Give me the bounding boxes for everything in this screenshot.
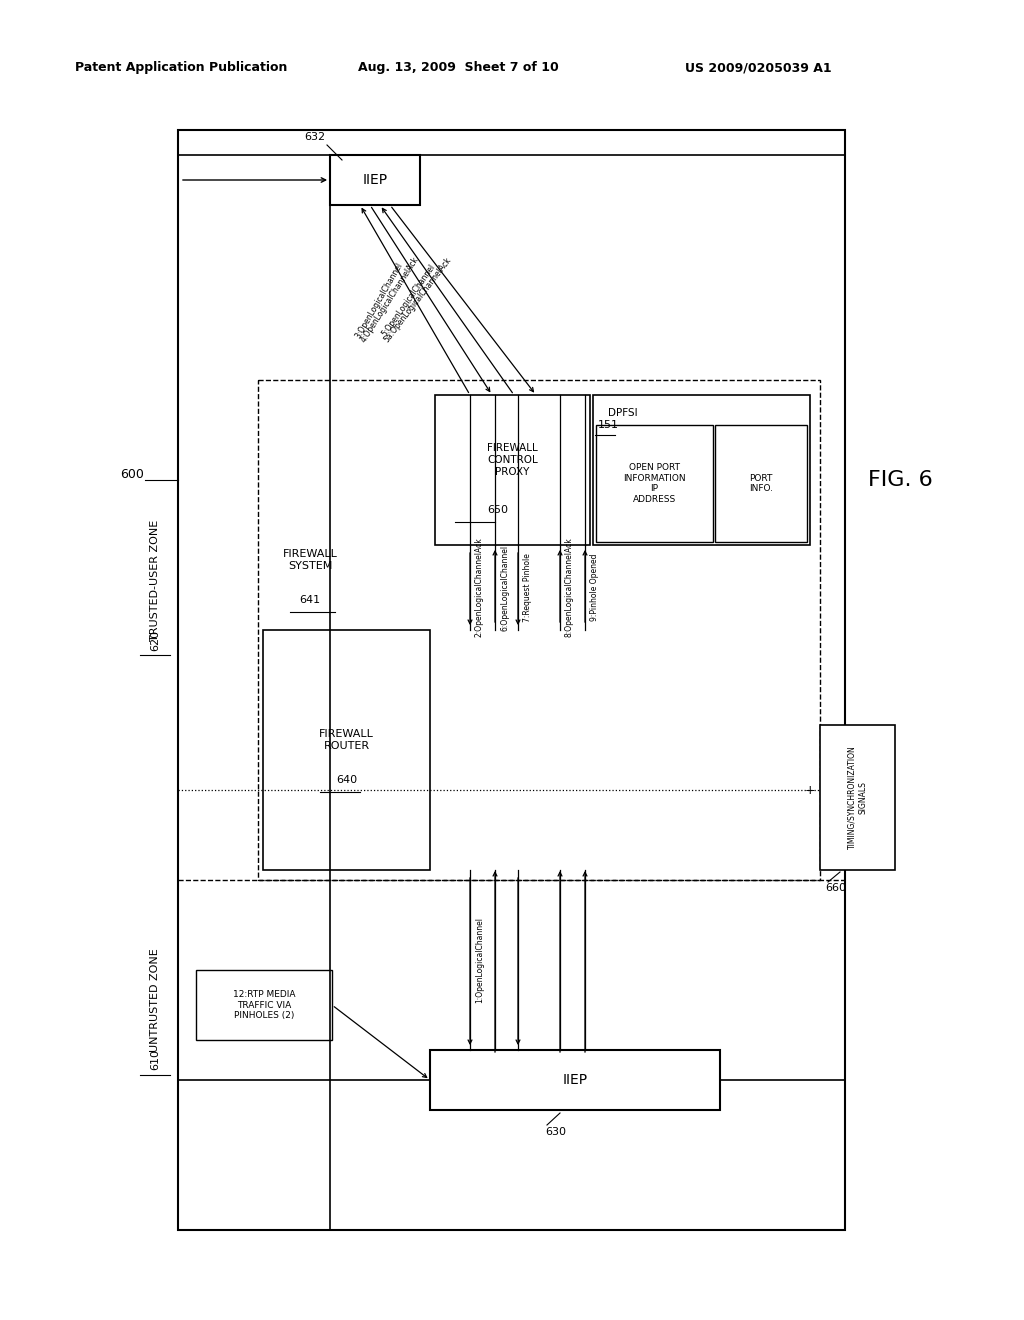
Bar [178,129,845,1230]
Text: FIG. 6: FIG. 6 [867,470,933,490]
Text: OPEN PORT
INFORMATION
IP
ADDRESS: OPEN PORT INFORMATION IP ADDRESS [624,463,686,504]
Text: 8:OpenLogicalChannelAck: 8:OpenLogicalChannelAck [565,537,574,638]
Text: 1:OpenLogicalChannel: 1:OpenLogicalChannel [475,917,484,1003]
Bar [820,725,895,870]
Text: TRUSTED-USER ZONE: TRUSTED-USER ZONE [150,519,160,640]
Text: 5:OpenLogicalChannel: 5:OpenLogicalChannel [380,263,437,338]
Text: 3:OpenLogicalChannel: 3:OpenLogicalChannel [354,260,406,339]
Text: 151: 151 [598,420,618,430]
Bar [715,425,807,543]
Text: PORT
INFO.: PORT INFO. [749,474,773,494]
Text: Aug. 13, 2009  Sheet 7 of 10: Aug. 13, 2009 Sheet 7 of 10 [358,62,559,74]
Text: 630: 630 [545,1127,566,1137]
Bar [196,970,332,1040]
Bar [596,425,713,543]
Text: +: + [805,784,815,796]
Text: 600: 600 [120,469,144,482]
Text: IIEP: IIEP [562,1073,588,1086]
Text: UNTRUSTED ZONE: UNTRUSTED ZONE [150,948,160,1052]
Bar [430,1049,720,1110]
Bar [330,154,420,205]
Text: 2:OpenLogicalChannelAck: 2:OpenLogicalChannelAck [475,537,484,638]
Text: 6:OpenLogicalChannel: 6:OpenLogicalChannel [500,544,509,631]
Text: 620: 620 [150,630,160,651]
Text: 12:RTP MEDIA
TRAFFIC VIA
PINHOLES (2): 12:RTP MEDIA TRAFFIC VIA PINHOLES (2) [232,990,295,1020]
Text: TIMING/SYNCHRONIZATION
SIGNALS: TIMING/SYNCHRONIZATION SIGNALS [848,746,867,849]
Text: 5a:OpenLogicalChannelAck: 5a:OpenLogicalChannelAck [382,256,453,345]
Text: 9:Pinhole Opened: 9:Pinhole Opened [590,554,599,622]
Text: DPFSI: DPFSI [608,408,638,418]
Text: IIEP: IIEP [362,173,387,187]
Text: FIREWALL
ROUTER: FIREWALL ROUTER [319,729,374,751]
Text: US 2009/0205039 A1: US 2009/0205039 A1 [685,62,831,74]
Text: 4:OpenLogicalChannelAck: 4:OpenLogicalChannelAck [359,256,421,345]
Bar [263,630,430,870]
Text: 640: 640 [336,775,357,785]
Text: 660: 660 [825,883,846,894]
Bar [258,380,820,880]
Bar [593,395,810,545]
Text: Patent Application Publication: Patent Application Publication [75,62,288,74]
Text: 610: 610 [150,1049,160,1071]
Text: 7:Request Pinhole: 7:Request Pinhole [523,553,532,622]
Text: 650: 650 [487,506,508,515]
Text: FIREWALL
CONTROL
PROXY: FIREWALL CONTROL PROXY [487,444,538,477]
Text: FIREWALL
SYSTEM: FIREWALL SYSTEM [283,549,338,570]
Text: 632: 632 [304,132,325,143]
Bar [435,395,590,545]
Text: 641: 641 [299,595,321,605]
